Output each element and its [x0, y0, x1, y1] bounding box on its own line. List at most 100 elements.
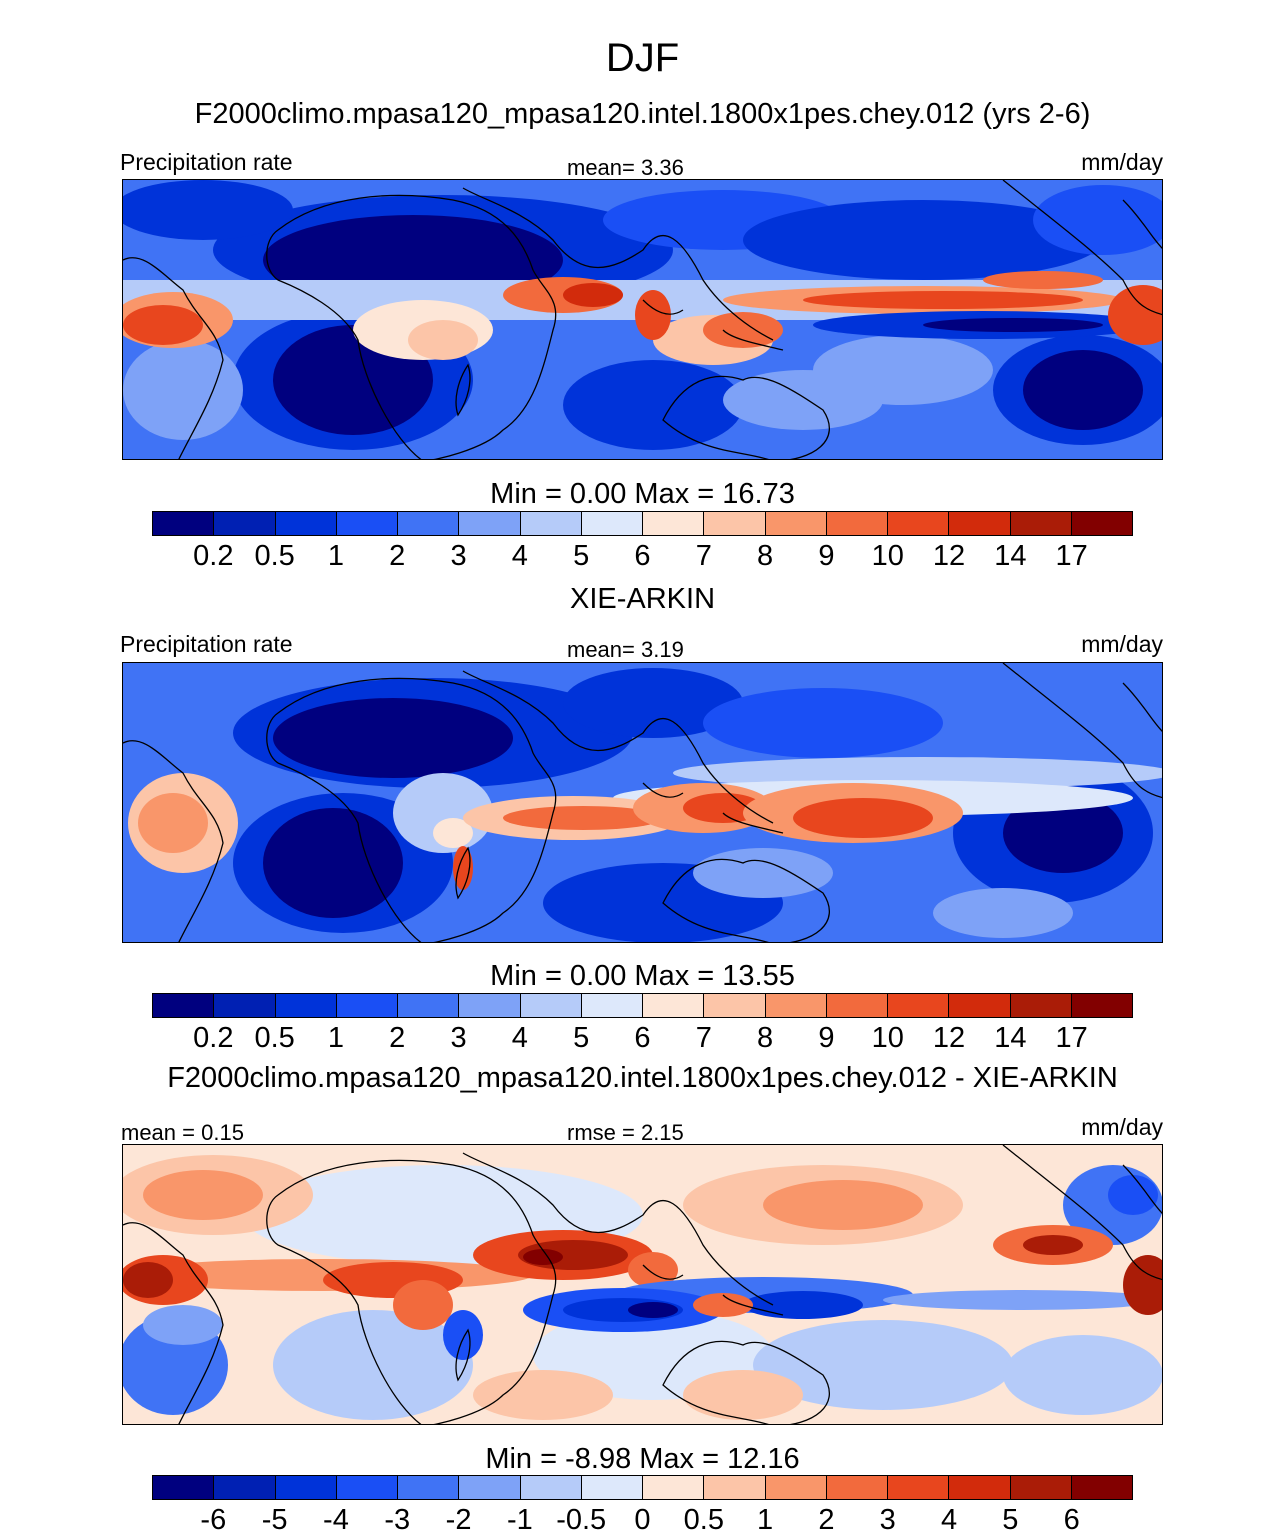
panel-3-map [122, 1144, 1163, 1425]
colorbar-tick-label: 7 [695, 540, 712, 572]
colorbar-box [398, 994, 460, 1017]
colorbar-tick-label: 8 [757, 1022, 774, 1054]
colorbar-tick-label: 5 [573, 540, 590, 572]
panel-3-field [123, 1145, 1162, 1424]
colorbar-tick-label: 1 [327, 1022, 345, 1054]
colorbar-tick-label: 4 [940, 1504, 958, 1536]
panel-1-mean-label: mean= 3.36 [567, 155, 684, 180]
colorbar-tick-label: 10 [871, 1022, 904, 1054]
panel-1-variable-label: Precipitation rate [120, 149, 293, 175]
colorbar-tick-label: 3 [450, 1022, 467, 1054]
colorbar-box [214, 994, 276, 1017]
colorbar-box [826, 512, 888, 535]
colorbar-box [888, 1476, 950, 1499]
colorbar-box [275, 994, 337, 1017]
colorbar-box [704, 994, 766, 1017]
panel-1-title: F2000climo.mpasa120_mpasa120.intel.1800x… [194, 98, 1091, 130]
colorbar-box [275, 1476, 337, 1499]
panel-1-units-label: mm/day [1081, 149, 1163, 175]
colorbar-tick-label: 9 [818, 1022, 835, 1054]
colorbar-box [765, 1476, 827, 1499]
colorbar-tick-label: 0 [634, 1504, 651, 1536]
colorbar-tick-label: 14 [994, 540, 1027, 572]
colorbar-tick-label: 7 [695, 1022, 712, 1054]
colorbar-box [398, 512, 460, 535]
colorbar-box [153, 512, 215, 535]
colorbar-tick-label: 6 [634, 540, 651, 572]
colorbar-box [765, 994, 827, 1017]
colorbar-tick-label: 0.2 [193, 1022, 234, 1054]
colorbar-box [581, 1476, 643, 1499]
colorbar-tick-label: -2 [445, 1504, 472, 1536]
panel-2-field [123, 663, 1162, 942]
colorbar-box [336, 1476, 398, 1499]
panel-2-mean-label: mean= 3.19 [567, 637, 684, 662]
colorbar-tick-label: 2 [389, 540, 406, 572]
colorbar-box [398, 1476, 460, 1499]
colorbar-tick-label: 5 [573, 1022, 590, 1054]
panel-1-colorbar-ticks: 0.2 0.5 1 2 3 4 5 6 7 8 9 10 12 14 17 [152, 539, 1133, 573]
panel-3-units-label: mm/day [1081, 1114, 1163, 1140]
colorbar-box [581, 994, 643, 1017]
colorbar-box [459, 512, 521, 535]
colorbar-tick-label: 12 [932, 1022, 966, 1054]
colorbar-box [643, 512, 705, 535]
colorbar-tick-label: -3 [384, 1504, 411, 1536]
colorbar-tick-label: 4 [511, 1022, 528, 1054]
colorbar-box [520, 512, 582, 535]
colorbar-box [1010, 994, 1072, 1017]
colorbar-box [949, 1476, 1011, 1499]
colorbar-box [704, 1476, 766, 1499]
colorbar-tick-label: 6 [1063, 1504, 1080, 1536]
colorbar-box [153, 1476, 215, 1499]
colorbar-box [336, 512, 398, 535]
colorbar-tick-label: 2 [818, 1504, 835, 1536]
colorbar-box [336, 994, 398, 1017]
panel-2-map [122, 662, 1163, 943]
colorbar-box [949, 512, 1011, 535]
colorbar-tick-label: 2 [389, 1022, 406, 1054]
colorbar-tick-label: 1 [757, 1504, 774, 1536]
panel-1-field [123, 180, 1162, 459]
colorbar-box [949, 994, 1011, 1017]
panel-2-min-max: Min = 0.00 Max = 13.55 [490, 960, 795, 992]
colorbar-box [888, 512, 950, 535]
colorbar-tick-label: 3 [450, 540, 467, 572]
colorbar-box [1010, 1476, 1072, 1499]
colorbar-box [459, 994, 521, 1017]
panel-3-colorbar-ticks: -6 -5 -4 -3 -2 -1 -0.5 0 0.5 1 2 3 4 5 6 [152, 1503, 1133, 1537]
colorbar-tick-label: 10 [871, 540, 904, 572]
colorbar-tick-label: 14 [994, 1022, 1027, 1054]
colorbar-box [153, 994, 215, 1017]
panel-2-colorbar-ticks: 0.2 0.5 1 2 3 4 5 6 7 8 9 10 12 14 17 [152, 1021, 1133, 1055]
colorbar-tick-label: -6 [200, 1504, 227, 1536]
colorbar-tick-label: 17 [1055, 1022, 1088, 1054]
colorbar-box [826, 1476, 888, 1499]
colorbar-tick-label: 1 [327, 540, 345, 572]
colorbar-tick-label: -1 [506, 1504, 533, 1536]
colorbar-tick-label: 0.2 [193, 540, 234, 572]
colorbar-tick-label: 5 [1002, 1504, 1019, 1536]
panel-2-colorbar [152, 993, 1133, 1018]
panel-3-rmse-label: rmse = 2.15 [567, 1120, 684, 1145]
colorbar-tick-label: -5 [261, 1504, 288, 1536]
colorbar-box [1071, 1476, 1132, 1499]
colorbar-box [643, 1476, 705, 1499]
figure-title: DJF [605, 36, 680, 80]
colorbar-tick-label: 0.5 [683, 1504, 724, 1536]
colorbar-box [520, 994, 582, 1017]
colorbar-tick-label: 3 [879, 1504, 896, 1536]
colorbar-tick-label: -0.5 [556, 1504, 607, 1536]
panel-1-min-max: Min = 0.00 Max = 16.73 [490, 478, 795, 510]
colorbar-box [826, 994, 888, 1017]
colorbar-box [765, 512, 827, 535]
colorbar-box [275, 512, 337, 535]
panel-2-units-label: mm/day [1081, 631, 1163, 657]
colorbar-tick-label: 8 [757, 540, 774, 572]
colorbar-tick-label: 6 [634, 1022, 651, 1054]
panel-3-min-max: Min = -8.98 Max = 12.16 [485, 1443, 800, 1475]
panel-1-colorbar [152, 511, 1133, 536]
colorbar-tick-label: 9 [818, 540, 835, 572]
panel-3-mean-label: mean = 0.15 [121, 1120, 244, 1145]
colorbar-box [459, 1476, 521, 1499]
